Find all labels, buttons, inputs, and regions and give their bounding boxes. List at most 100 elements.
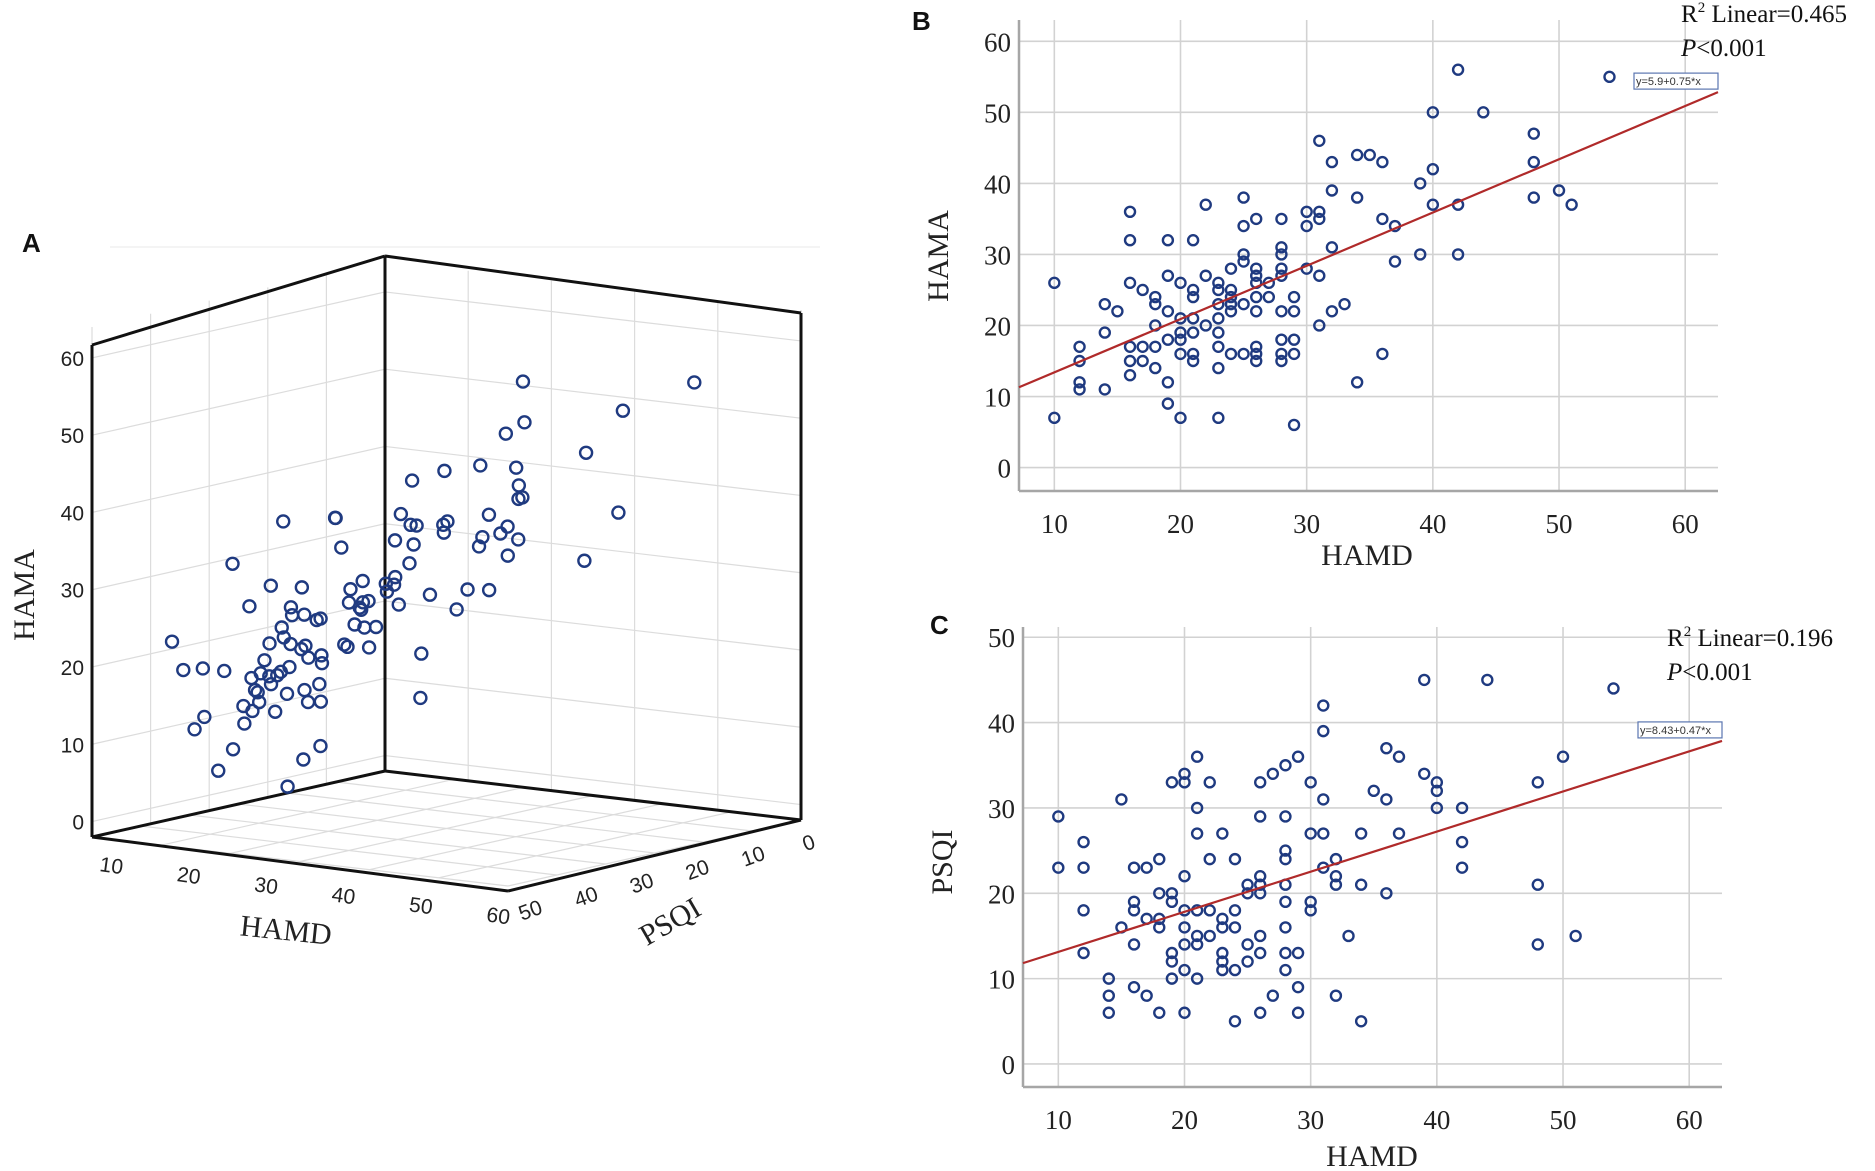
data-point: [1275, 269, 1288, 282]
data-point: [481, 582, 497, 598]
data-point: [1178, 938, 1191, 951]
data-point: [1186, 290, 1200, 304]
data-point: [1165, 887, 1179, 900]
data-point: [1073, 383, 1086, 396]
data-point: [334, 540, 349, 555]
data-point: [1136, 354, 1149, 368]
data-point: [1325, 305, 1339, 318]
data-point: [1279, 921, 1292, 934]
gridline-3d: [384, 368, 802, 419]
y-tick-label: 50: [984, 98, 1011, 128]
data-point: [1212, 326, 1225, 339]
data-point: [378, 576, 393, 591]
data-point: [1481, 673, 1494, 687]
data-point: [1228, 921, 1242, 934]
data-point: [1317, 861, 1330, 874]
y-tick-label: 30: [984, 240, 1011, 270]
data-point: [1186, 326, 1200, 339]
data-point: [500, 519, 515, 534]
data-point: [1123, 234, 1137, 247]
data-point: [1153, 852, 1166, 866]
data-point: [1254, 878, 1267, 891]
data-point: [1077, 904, 1090, 917]
data-point: [1380, 741, 1393, 755]
data-point: [1304, 827, 1317, 840]
data-point: [471, 539, 487, 554]
data-point: [1275, 354, 1288, 368]
data-point: [1216, 912, 1229, 926]
data-point: [314, 655, 330, 671]
data-point: [406, 537, 421, 552]
data-point: [328, 510, 343, 526]
data-point: [1224, 262, 1238, 275]
y-tick-label: 30: [988, 794, 1015, 824]
data-point: [1287, 290, 1301, 304]
gridline-3d: [384, 600, 802, 651]
data-point: [1342, 929, 1355, 943]
y-tick-label: 50: [61, 425, 84, 448]
data-point: [1149, 290, 1162, 304]
data-point: [1380, 793, 1393, 806]
data-point: [1153, 887, 1166, 900]
data-point: [437, 463, 452, 479]
gridline-3d: [91, 600, 386, 668]
panel-b-r2-annotation: R2 Linear=0.465: [1681, 0, 1847, 28]
data-point: [1228, 1015, 1242, 1028]
gridline-3d: [140, 825, 557, 876]
data-point: [298, 638, 313, 653]
data-point: [475, 529, 490, 545]
data-point: [473, 458, 488, 473]
data-point: [1426, 198, 1440, 211]
y-tick-label: 0: [72, 812, 84, 835]
data-point: [1165, 895, 1179, 909]
data-point: [413, 690, 428, 706]
panel-a-y-axis-title: HAMA: [8, 549, 41, 641]
data-point: [313, 694, 329, 709]
y-tick-label: 40: [984, 169, 1011, 199]
y-tick-label: 40: [988, 709, 1015, 739]
z-tick-label: 0: [799, 831, 818, 857]
data-point: [1123, 369, 1137, 382]
data-point: [296, 752, 311, 767]
y-tick-label: 10: [984, 383, 1011, 413]
panel-c-letter: C: [930, 610, 949, 640]
data-point: [1136, 340, 1149, 353]
data-point: [355, 595, 371, 610]
data-point: [1216, 963, 1229, 977]
data-point: [515, 374, 531, 389]
data-point: [1279, 844, 1292, 857]
data-point: [284, 608, 300, 623]
x-tick-label: 60: [485, 903, 511, 929]
y-tick-label: 60: [984, 27, 1011, 57]
data-point: [1216, 955, 1229, 968]
data-point: [578, 445, 594, 460]
data-point: [1190, 972, 1204, 985]
data-point: [1275, 347, 1288, 361]
data-point: [511, 491, 526, 507]
x-tick-label: 40: [1423, 1105, 1450, 1135]
data-point: [1174, 411, 1187, 425]
data-point: [449, 602, 464, 617]
data-point: [1392, 827, 1406, 840]
data-point: [1254, 946, 1267, 960]
data-point: [1313, 134, 1326, 147]
data-point: [1455, 835, 1469, 849]
x-tick-label: 30: [253, 873, 279, 899]
data-point: [341, 595, 357, 610]
data-point: [1127, 861, 1141, 874]
data-point: [1254, 776, 1267, 789]
cube-edge: [384, 254, 802, 315]
data-point: [402, 556, 417, 571]
data-point: [1237, 248, 1250, 261]
data-point: [1287, 418, 1301, 432]
panel-a-z-axis-title: PSQI: [634, 891, 707, 952]
data-point: [1527, 127, 1540, 140]
data-point: [1165, 955, 1179, 968]
y-tick-label: 10: [988, 965, 1015, 995]
data-point: [1250, 347, 1263, 361]
data-point: [1212, 283, 1225, 297]
data-point: [1186, 283, 1200, 297]
data-point: [1367, 784, 1380, 798]
data-point: [267, 704, 283, 719]
data-point: [1178, 1006, 1191, 1019]
